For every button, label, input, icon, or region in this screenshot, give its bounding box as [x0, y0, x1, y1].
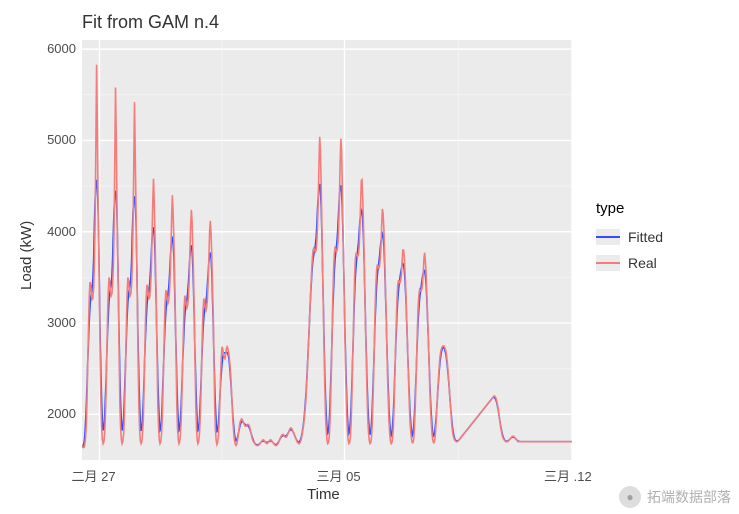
legend-item: Real: [596, 255, 663, 271]
y-tick: 5000: [47, 132, 76, 147]
legend-swatch: [596, 255, 620, 271]
chart-title: Fit from GAM n.4: [82, 12, 219, 33]
y-tick: 3000: [47, 315, 76, 330]
y-axis-label: Load (kW): [18, 221, 35, 290]
watermark-icon: ●: [619, 486, 641, 508]
legend-item: Fitted: [596, 229, 663, 245]
y-tick: 2000: [47, 406, 76, 421]
y-tick: 4000: [47, 224, 76, 239]
legend-swatch: [596, 229, 620, 245]
watermark-text: 拓端数据部落: [647, 487, 731, 507]
legend: type Fitted Real: [596, 200, 663, 281]
y-tick: 6000: [47, 41, 76, 56]
chart-container: Fit from GAM n.4 Load (kW) Time 2000 3000…: [0, 0, 739, 514]
series-real: [82, 65, 572, 448]
legend-title: type: [596, 200, 663, 217]
plot-svg: [82, 40, 572, 460]
x-tick: 三月 05: [317, 466, 361, 485]
x-tick: 三月 .12: [544, 466, 592, 485]
x-axis-label: Time: [307, 486, 340, 503]
watermark: ● 拓端数据部落: [619, 486, 731, 508]
legend-label: Real: [628, 255, 657, 271]
legend-label: Fitted: [628, 229, 663, 245]
x-tick: 二月 27: [72, 466, 116, 485]
